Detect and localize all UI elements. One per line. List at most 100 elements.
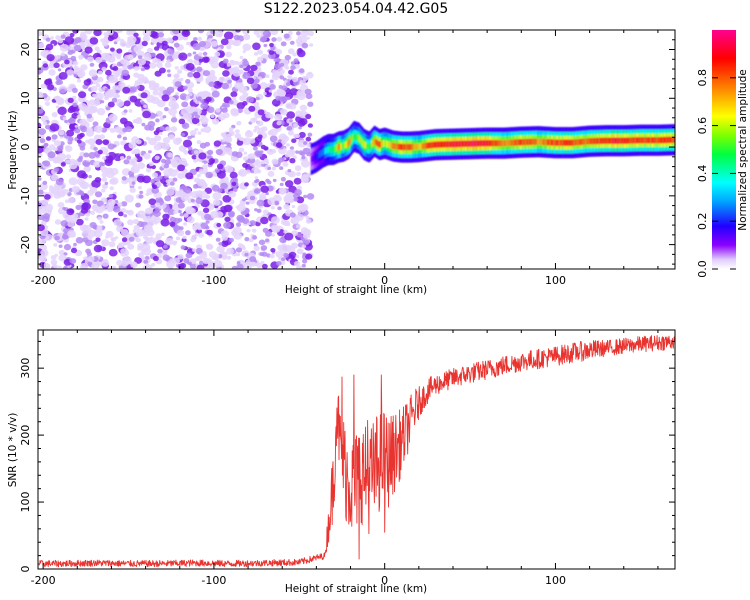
- noise-point: [271, 73, 280, 81]
- noise-point: [76, 79, 82, 83]
- noise-point: [177, 202, 185, 209]
- noise-point: [161, 232, 165, 236]
- noise-point: [108, 248, 118, 257]
- noise-point: [288, 30, 293, 36]
- noise-point: [43, 142, 49, 147]
- noise-point: [246, 228, 251, 233]
- noise-point: [263, 43, 268, 48]
- noise-point: [276, 36, 283, 42]
- noise-point: [102, 213, 109, 219]
- noise-point: [59, 44, 69, 52]
- noise-point: [100, 165, 106, 171]
- noise-point: [305, 253, 313, 260]
- noise-point: [123, 109, 128, 113]
- noise-point: [230, 108, 239, 116]
- noise-point: [296, 232, 302, 238]
- spectrogram-y-axis: -20 -10 0 10 20: [19, 29, 675, 265]
- noise-point: [281, 157, 285, 161]
- x-tick-label: 0: [381, 274, 388, 287]
- ridge-cell: [516, 139, 518, 146]
- ridge-cell: [445, 141, 448, 148]
- noise-point: [76, 139, 82, 144]
- noise-point: [279, 182, 284, 187]
- noise-point: [40, 83, 47, 89]
- noise-point: [166, 188, 175, 196]
- noise-point: [149, 216, 158, 223]
- noise-point: [192, 248, 197, 253]
- noise-point: [93, 160, 102, 168]
- noise-point: [48, 186, 57, 194]
- ridge-cell: [372, 139, 375, 146]
- noise-point: [50, 255, 57, 260]
- ridge-cell: [511, 139, 513, 146]
- noise-point: [284, 80, 288, 84]
- ridge-cell: [554, 139, 556, 146]
- noise-point: [128, 141, 137, 149]
- noise-point: [93, 229, 103, 238]
- noise-point: [299, 79, 307, 86]
- noise-point: [120, 58, 127, 64]
- noise-point: [98, 70, 103, 75]
- ridge-cell: [350, 137, 352, 144]
- noise-point: [183, 150, 189, 155]
- noise-point: [225, 103, 230, 108]
- noise-point: [154, 155, 160, 160]
- noise-point: [290, 61, 295, 65]
- ridge-cell: [558, 139, 560, 146]
- ridge-cell: [657, 137, 659, 144]
- noise-point: [265, 238, 270, 243]
- noise-point: [227, 79, 232, 84]
- noise-point: [102, 156, 107, 160]
- noise-point: [38, 107, 44, 114]
- noise-point: [255, 61, 261, 66]
- ridge-cell: [395, 143, 397, 150]
- noise-point: [45, 43, 54, 51]
- ridge-cell: [504, 139, 506, 147]
- noise-point: [140, 101, 145, 105]
- ridge-cell: [464, 140, 467, 147]
- noise-point: [137, 55, 143, 59]
- noise-point: [121, 69, 129, 77]
- noise-point: [237, 108, 243, 114]
- noise-point: [48, 209, 53, 213]
- noise-point: [185, 252, 193, 259]
- ridge-cell: [556, 139, 559, 146]
- noise-point: [226, 62, 232, 67]
- noise-point: [38, 128, 46, 136]
- noise-point: [110, 237, 115, 241]
- noise-point: [189, 130, 197, 136]
- noise-point: [93, 244, 103, 253]
- noise-point: [200, 117, 209, 125]
- noise-point: [100, 205, 106, 210]
- ridge-cell: [485, 140, 487, 147]
- noise-point: [243, 151, 248, 155]
- noise-point: [305, 93, 313, 100]
- ridge-cell: [317, 152, 320, 159]
- noise-point: [42, 180, 48, 185]
- noise-point: [173, 210, 178, 215]
- noise-point: [172, 54, 179, 60]
- noise-point: [104, 181, 109, 185]
- noise-point: [202, 164, 208, 170]
- ridge-cell: [538, 138, 541, 145]
- ridge-cell: [553, 139, 555, 146]
- noise-point: [182, 85, 188, 91]
- noise-point: [65, 159, 71, 164]
- noise-point: [199, 99, 205, 103]
- noise-point: [236, 214, 245, 222]
- noise-point: [133, 225, 140, 231]
- ridge-cell: [616, 137, 619, 144]
- noise-point: [50, 36, 54, 40]
- noise-point: [254, 78, 260, 84]
- noise-point: [131, 136, 140, 144]
- noise-point: [122, 86, 131, 94]
- noise-point: [259, 150, 264, 154]
- noise-point: [225, 51, 233, 58]
- noise-point: [195, 247, 203, 255]
- noise-point: [133, 66, 140, 71]
- ridge-cell: [358, 135, 360, 142]
- noise-point: [155, 233, 162, 239]
- noise-point: [152, 255, 159, 262]
- noise-point: [265, 74, 270, 78]
